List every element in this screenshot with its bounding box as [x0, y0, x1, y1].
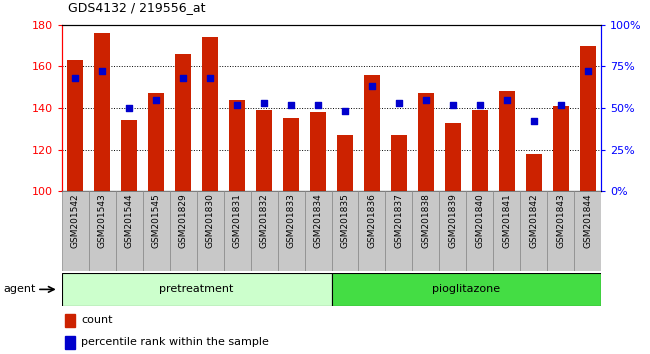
Text: GDS4132 / 219556_at: GDS4132 / 219556_at [68, 1, 206, 14]
Text: GSM201544: GSM201544 [125, 194, 134, 248]
Text: GSM201834: GSM201834 [313, 194, 322, 248]
Bar [439, 191, 467, 271]
Text: GSM201542: GSM201542 [71, 194, 80, 248]
Point [340, 108, 350, 114]
Bar [310, 112, 326, 191]
Text: GSM201841: GSM201841 [502, 194, 512, 248]
Bar [580, 46, 596, 191]
Bar [304, 191, 332, 271]
Point [232, 102, 242, 108]
Bar [445, 122, 461, 191]
Text: percentile rank within the sample: percentile rank within the sample [81, 337, 269, 348]
Text: GSM201829: GSM201829 [179, 194, 188, 248]
Bar [467, 191, 493, 271]
Bar [385, 191, 413, 271]
Bar [526, 154, 542, 191]
Point [151, 97, 161, 103]
Point [502, 97, 512, 103]
Text: GSM201831: GSM201831 [233, 194, 242, 249]
Bar [229, 100, 245, 191]
Point [259, 100, 269, 106]
Bar [94, 33, 111, 191]
Point [205, 75, 215, 81]
Bar [148, 93, 164, 191]
Text: GSM201837: GSM201837 [395, 194, 404, 249]
Bar [278, 191, 304, 271]
Text: GSM201839: GSM201839 [448, 194, 458, 249]
Bar [283, 118, 299, 191]
Bar [251, 191, 278, 271]
Bar [521, 191, 547, 271]
Bar [65, 336, 75, 349]
Point [448, 102, 458, 108]
Point [421, 97, 431, 103]
Bar [62, 273, 332, 306]
Point [528, 119, 539, 124]
Bar [67, 60, 83, 191]
Bar [472, 110, 488, 191]
Bar [359, 191, 385, 271]
Text: GSM201835: GSM201835 [341, 194, 350, 249]
Point [70, 75, 81, 81]
Bar [196, 191, 224, 271]
Text: GSM201842: GSM201842 [529, 194, 538, 248]
Bar [418, 93, 434, 191]
Text: GSM201543: GSM201543 [98, 194, 107, 248]
Bar [332, 191, 359, 271]
Point [556, 102, 566, 108]
Point [582, 69, 593, 74]
Bar [116, 191, 143, 271]
Bar [62, 191, 88, 271]
Bar [337, 135, 353, 191]
Text: GSM201830: GSM201830 [205, 194, 214, 249]
Point [394, 100, 404, 106]
Point [313, 102, 323, 108]
Bar [121, 120, 137, 191]
Bar [547, 191, 575, 271]
Bar [332, 273, 601, 306]
Text: pioglitazone: pioglitazone [432, 284, 500, 295]
Text: GSM201545: GSM201545 [151, 194, 161, 248]
Bar [202, 37, 218, 191]
Bar [224, 191, 251, 271]
Bar [391, 135, 407, 191]
Bar [65, 314, 75, 327]
Text: GSM201833: GSM201833 [287, 194, 296, 249]
Point [286, 102, 296, 108]
Bar [552, 106, 569, 191]
Bar [88, 191, 116, 271]
Point [367, 84, 377, 89]
Text: GSM201843: GSM201843 [556, 194, 566, 248]
Text: GSM201840: GSM201840 [475, 194, 484, 248]
Bar [413, 191, 439, 271]
Point [474, 102, 485, 108]
Bar [175, 54, 191, 191]
Bar [575, 191, 601, 271]
Point [178, 75, 188, 81]
Bar [256, 110, 272, 191]
Text: count: count [81, 315, 112, 325]
Bar [170, 191, 196, 271]
Bar [143, 191, 170, 271]
Bar [364, 75, 380, 191]
Text: GSM201836: GSM201836 [367, 194, 376, 249]
Text: GSM201832: GSM201832 [259, 194, 268, 248]
Point [124, 105, 135, 111]
Bar [493, 191, 521, 271]
Text: pretreatment: pretreatment [159, 284, 234, 295]
Text: agent: agent [3, 284, 36, 295]
Text: GSM201844: GSM201844 [583, 194, 592, 248]
Text: GSM201838: GSM201838 [421, 194, 430, 249]
Bar [499, 91, 515, 191]
Point [97, 69, 107, 74]
